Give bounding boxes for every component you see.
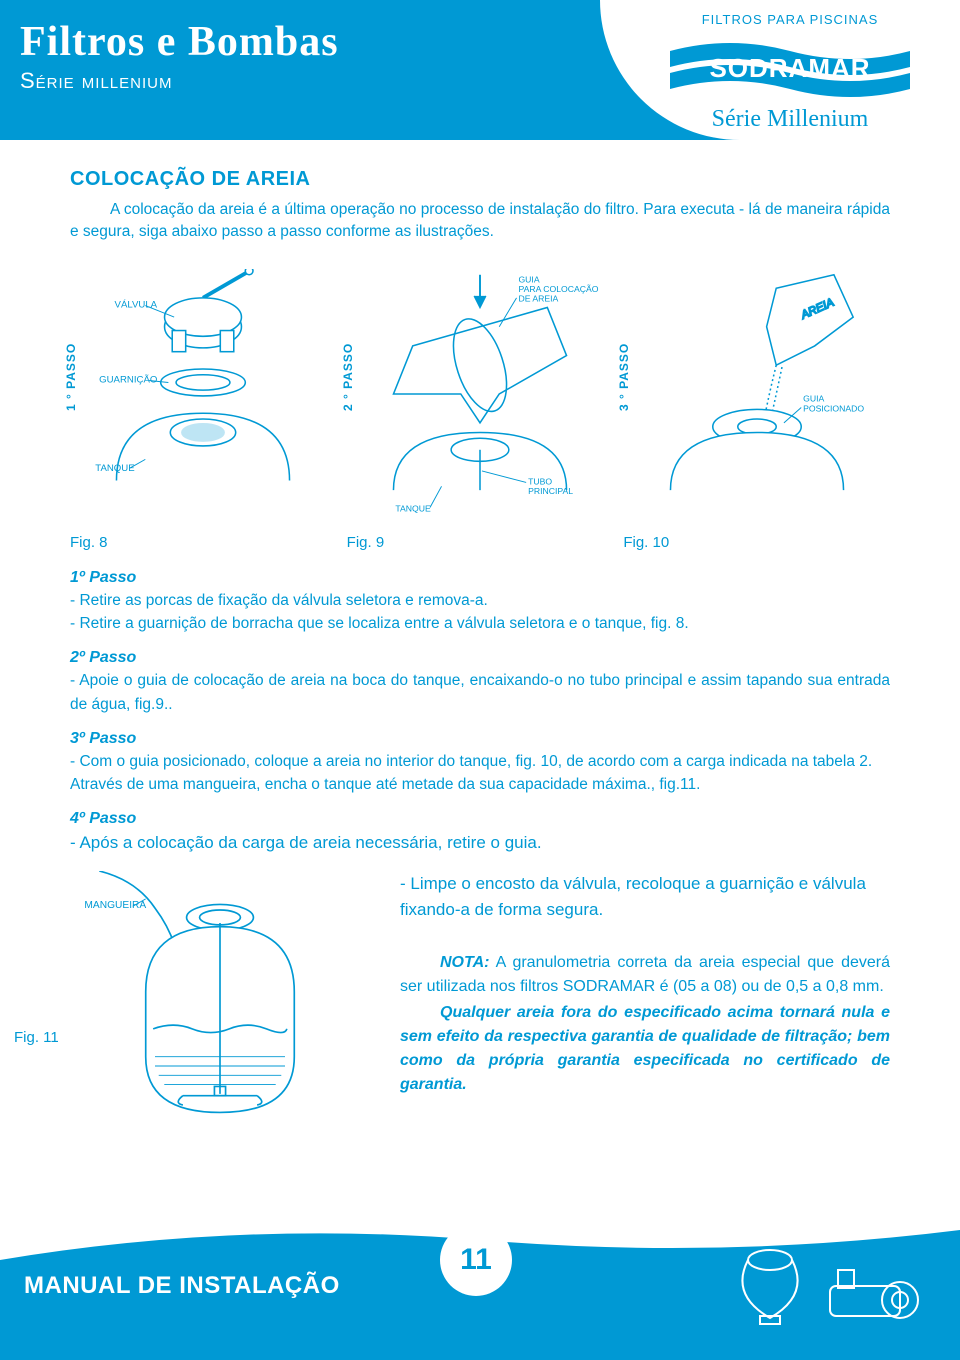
svg-text:VÁLVULA: VÁLVULA [115, 299, 158, 310]
nota-lead: NOTA: [440, 954, 489, 971]
fig11-caption: Fig. 11 [14, 1029, 59, 1046]
fig8-caption: Fig. 8 [70, 534, 337, 551]
step-4-line-b: - Limpe o encosto da válvula, recoloque … [400, 871, 890, 924]
step-2-body: - Apoie o guia de colocação de areia na … [70, 669, 890, 716]
step-4-title: 4º Passo [70, 810, 890, 828]
svg-text:GUIA POSICIONADO: GUIA POSICIONADO [803, 394, 864, 414]
fig10-svg: AREIA GUIA POSICIONADO [632, 269, 882, 519]
logo-series: Série Millenium [660, 106, 920, 133]
figure-10: 3 ° PASSO AREIA [623, 264, 890, 524]
figure-captions: Fig. 8 Fig. 9 Fig. 10 [70, 534, 890, 551]
step-3-title: 3º Passo [70, 730, 890, 748]
svg-text:GUIA PARA COLOCAÇÃ: GUIA PARA COLOCAÇÃO DE AREIA [518, 274, 600, 303]
figure-row: 1 ° PASSO [70, 264, 890, 524]
right-column: - Limpe o encosto da válvula, recoloque … [400, 871, 890, 1136]
brand-logo: FILTROS PARA PISCINAS SODRAMAR Série Mil… [660, 12, 920, 133]
figure-9: 2 ° PASSO [347, 264, 614, 524]
lower-block: MANGUEIRA Fig. 11 - Limpe o encosto da v… [70, 871, 890, 1136]
fig9-svg: GUIA PARA COLOCAÇÃO DE AREIA TUBO PRINCI… [355, 269, 605, 519]
step-3-line-a: - Com o guia posicionado, coloque a arei… [70, 750, 890, 773]
step-3-line-b: Através de uma mangueira, encha o tanque… [70, 773, 890, 796]
step-1-line-a: - Retire as porcas de fixação da válvula… [70, 589, 890, 612]
nota-block: NOTA: A granulometria correta da areia e… [400, 951, 890, 1097]
step-4-line-a: - Após a colocação da carga de areia nec… [70, 830, 890, 856]
fig11-svg: MANGUEIRA [70, 871, 370, 1131]
logo-wave-icon: SODRAMAR [660, 33, 920, 105]
svg-text:SODRAMAR: SODRAMAR [709, 53, 870, 83]
logo-top-text: FILTROS PARA PISCINAS [660, 12, 920, 27]
nota-emphasis: Qualquer areia fora do especificado acim… [400, 1001, 890, 1097]
page-content: COLOCAÇÃO DE AREIA A colocação da areia … [0, 140, 960, 1136]
step-3: 3º Passo - Com o guia posicionado, coloq… [70, 730, 890, 797]
footer-equipment-icon [710, 1240, 930, 1330]
step-4: 4º Passo - Após a colocação da carga de … [70, 810, 890, 856]
page-number-badge: 11 [440, 1224, 512, 1296]
svg-text:TANQUE: TANQUE [96, 463, 135, 474]
step-2: 2º Passo - Apoie o guia de colocação de … [70, 649, 890, 716]
step-1: 1º Passo - Retire as porcas de fixação d… [70, 569, 890, 636]
fig10-caption: Fig. 10 [623, 534, 890, 551]
svg-text:TANQUE: TANQUE [395, 503, 431, 513]
step-1-line-b: - Retire a guarnição de borracha que se … [70, 612, 890, 635]
fig8-svg: VÁLVULA GUARNIÇÃO TANQUE [78, 269, 328, 519]
svg-text:MANGUEIRA: MANGUEIRA [84, 900, 146, 911]
footer-label: MANUAL DE INSTALAÇÃO [24, 1272, 340, 1300]
figure-11: MANGUEIRA Fig. 11 [70, 871, 370, 1136]
fig9-caption: Fig. 9 [347, 534, 614, 551]
step-1-title: 1º Passo [70, 569, 890, 587]
section-title: COLOCAÇÃO DE AREIA [70, 168, 890, 191]
step-2-title: 2º Passo [70, 649, 890, 667]
page-header: Filtros e Bombas Série millenium FILTROS… [0, 0, 960, 140]
section-intro: A colocação da areia é a última operação… [70, 199, 890, 244]
figure-8: 1 ° PASSO [70, 264, 337, 524]
svg-text:GUARNIÇÃO: GUARNIÇÃO [99, 374, 158, 385]
